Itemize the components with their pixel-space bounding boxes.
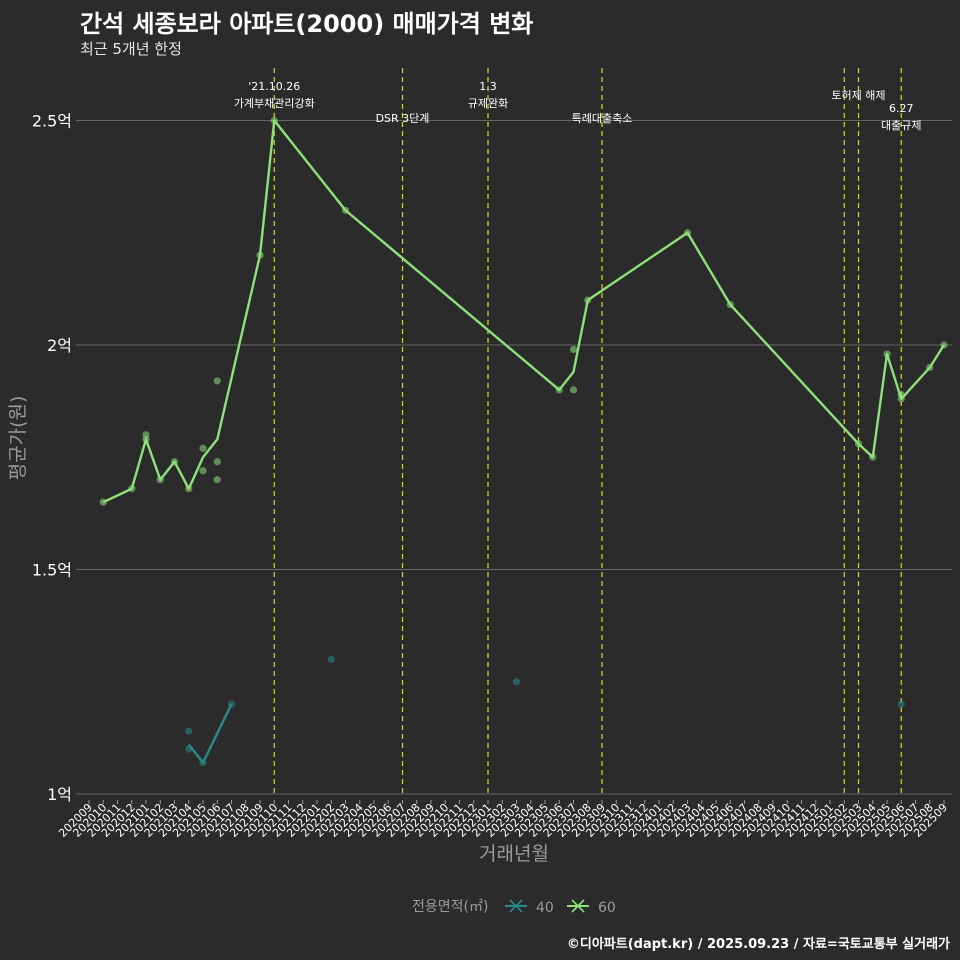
annotation-label: 6.27 bbox=[889, 102, 914, 115]
data-point-60 bbox=[341, 206, 350, 214]
y-axis: 1억 1.5억 2억 2.5억 bbox=[32, 112, 72, 805]
annotation-label: 규제완화 bbox=[468, 97, 508, 110]
data-point-60 bbox=[213, 458, 221, 466]
data-point-60 bbox=[569, 386, 578, 394]
y-axis-title: 평균가(원) bbox=[7, 396, 29, 481]
legend-title: 전용면적(㎡) bbox=[412, 899, 488, 915]
data-point-60 bbox=[156, 476, 164, 484]
data-point-60 bbox=[256, 251, 264, 259]
data-point-40 bbox=[199, 758, 207, 767]
data-point-60 bbox=[199, 467, 207, 475]
chart-title: 간석 세종보라 아파트(2000) 매매가격 변화 bbox=[80, 10, 534, 38]
data-point-60 bbox=[199, 444, 207, 452]
legend: 전용면적(㎡) 40 60 bbox=[412, 899, 616, 916]
annotation-label: 토허제 해제 bbox=[831, 88, 885, 102]
policy-lines bbox=[273, 68, 902, 796]
data-point-60 bbox=[270, 116, 278, 125]
data-point-60 bbox=[170, 458, 179, 466]
data-point-60 bbox=[726, 300, 734, 309]
annotation-label: 가계부채관리강화 bbox=[234, 97, 315, 110]
annotation-label: 대출규제 bbox=[881, 119, 921, 132]
data-point-40 bbox=[185, 727, 193, 735]
annotation-label: DSR 3단계 bbox=[376, 112, 430, 125]
y-tick-label: 1억 bbox=[47, 785, 72, 804]
data-point-40 bbox=[227, 700, 236, 708]
data-point-40 bbox=[185, 745, 193, 753]
annotation-label: '21.10.26 bbox=[248, 80, 300, 93]
x-axis-title: 거래년월 bbox=[479, 843, 549, 865]
series-layer bbox=[99, 116, 948, 767]
data-point-40 bbox=[327, 655, 335, 663]
y-tick-label: 2억 bbox=[47, 336, 72, 355]
series-line-60 bbox=[102, 119, 946, 504]
gridlines bbox=[76, 120, 952, 795]
data-point-60 bbox=[584, 296, 592, 304]
data-point-60 bbox=[854, 440, 863, 448]
data-point-60 bbox=[683, 229, 692, 237]
data-point-60 bbox=[897, 390, 905, 398]
legend-key-mark bbox=[509, 899, 523, 913]
data-point-60 bbox=[213, 377, 221, 385]
y-tick-label: 2.5억 bbox=[32, 112, 72, 131]
annotation-label: 1.3 bbox=[479, 80, 497, 93]
annotation-label: 특례대출축소 bbox=[572, 112, 633, 125]
legend-key-mark bbox=[571, 899, 585, 913]
data-point-60 bbox=[142, 435, 150, 443]
data-point-60 bbox=[555, 386, 563, 394]
legend-label: 60 bbox=[598, 900, 616, 916]
legend-label: 40 bbox=[536, 900, 554, 916]
data-point-60 bbox=[185, 485, 193, 493]
data-point-40 bbox=[512, 678, 521, 686]
x-axis: 2020092020102020112020122021012021022021… bbox=[56, 800, 950, 840]
data-point-60 bbox=[128, 485, 136, 493]
chart-subtitle: 최근 5개년 한정 bbox=[80, 40, 182, 58]
source-caption: ©디아파트(dapt.kr) / 2025.09.23 / 자료=국토교통부 실… bbox=[566, 937, 950, 952]
series-line-40 bbox=[187, 703, 233, 764]
data-point-60 bbox=[99, 498, 107, 506]
data-point-60 bbox=[926, 363, 934, 372]
data-point-40 bbox=[897, 700, 905, 708]
data-point-60 bbox=[869, 453, 877, 461]
data-point-60 bbox=[883, 350, 891, 358]
data-point-60 bbox=[940, 341, 948, 349]
data-point-60 bbox=[213, 476, 221, 484]
y-tick-label: 1.5억 bbox=[32, 561, 72, 580]
data-point-60 bbox=[569, 345, 578, 354]
